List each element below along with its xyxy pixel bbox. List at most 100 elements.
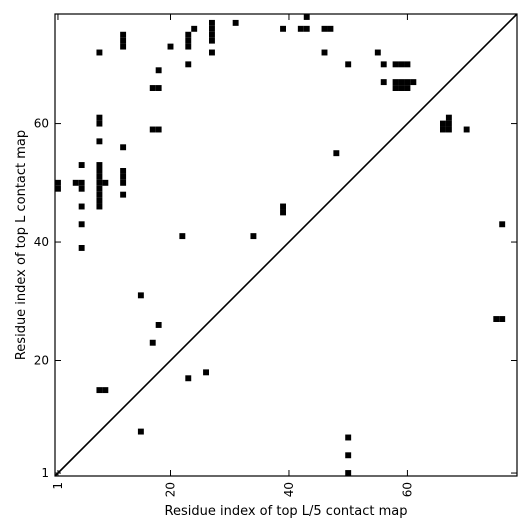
contact-cell-upper [410, 79, 417, 86]
contact-cell-upper [232, 19, 239, 26]
contact-cell-upper [96, 173, 103, 180]
contact-cell-upper [96, 191, 103, 198]
contact-cell-upper [280, 203, 286, 210]
contact-cell-upper [96, 138, 103, 145]
contact-cell-upper [209, 37, 215, 44]
contact-cell-upper [445, 114, 452, 121]
contact-cell-upper [96, 114, 103, 121]
contact-cell-upper [209, 25, 215, 32]
contact-cell-upper [392, 61, 399, 68]
contact-cell-upper [191, 25, 198, 32]
contact-cell-lower [345, 452, 352, 459]
contact-cell-lower [102, 387, 109, 394]
x-tick-label: 60 [400, 482, 414, 497]
y-axis-ticks: 1 20 40 60 [34, 117, 517, 480]
contact-cell-upper [78, 221, 85, 228]
lower-contact-cells [96, 292, 506, 476]
contact-cell-upper [374, 49, 381, 56]
contact-cell-lower [137, 292, 144, 299]
contact-cell-upper [280, 25, 286, 32]
contact-cell-upper [280, 209, 286, 216]
upper-contact-cells [55, 14, 506, 251]
contact-cell-upper [96, 203, 103, 210]
contact-cell-upper [209, 31, 215, 38]
contact-cell-upper [440, 126, 446, 133]
contact-cell-upper [120, 31, 127, 38]
x-tick-label: 20 [164, 482, 178, 497]
contact-cell-upper [72, 179, 79, 186]
contact-cell-upper [55, 185, 61, 192]
contact-cell-upper [185, 37, 192, 44]
contact-cell-upper [380, 79, 387, 86]
contact-cell-upper [96, 162, 103, 168]
contact-cell-upper [78, 203, 85, 210]
contact-cell-upper [102, 179, 109, 186]
contact-cell-upper [96, 120, 103, 127]
diagonal-line [54, 13, 518, 477]
contact-cell-lower [155, 322, 162, 328]
contact-cell-upper [333, 150, 340, 157]
contact-cell-upper [96, 49, 103, 56]
contact-cell-upper [392, 79, 399, 86]
contact-cell-upper [179, 233, 186, 240]
contact-cell-lower [345, 470, 352, 476]
plot-frame [54, 13, 518, 477]
contact-cell-upper [120, 168, 127, 174]
contact-cell-upper [149, 126, 156, 133]
contact-cell-upper [149, 85, 156, 91]
contact-cell-upper [327, 25, 334, 32]
contact-cell-upper [404, 85, 411, 91]
contact-cell-upper [120, 144, 127, 151]
contact-cell-upper [185, 31, 192, 38]
contact-cell-upper [96, 179, 103, 186]
y-tick-label: 60 [34, 117, 49, 131]
contact-cell-upper [96, 197, 103, 204]
y-tick-label: 20 [34, 354, 49, 368]
contact-cell-upper [345, 61, 352, 68]
contact-cell-upper [185, 61, 192, 68]
contact-cell-upper [167, 43, 174, 50]
contact-cell-upper [209, 19, 215, 26]
contact-cell-upper [96, 185, 103, 192]
x-axis-ticks: 1 20 40 60 [51, 14, 414, 497]
contact-cell-upper [120, 173, 127, 180]
contact-cell-upper [78, 179, 85, 186]
contact-cell-upper [303, 25, 310, 32]
contact-cell-upper [303, 14, 310, 20]
contact-cell-lower [203, 369, 209, 376]
contact-cell-upper [398, 61, 405, 68]
contact-cell-upper [297, 25, 304, 32]
contact-cell-upper [96, 168, 103, 174]
contact-cell-upper [404, 79, 411, 86]
contact-cell-upper [250, 233, 257, 240]
contact-cell-lower [493, 316, 500, 322]
contact-cell-lower [499, 316, 506, 322]
contact-cell-upper [321, 25, 328, 32]
contact-cell-upper [321, 49, 328, 56]
y-axis-label: Residue index of top L contact map [14, 130, 29, 360]
contact-cell-upper [499, 221, 506, 228]
y-tick-label: 1 [41, 466, 49, 480]
contact-cell-upper [55, 179, 61, 186]
contact-cell-upper [440, 120, 446, 127]
contact-cell-lower [137, 428, 144, 435]
x-axis-label: Residue index of top L/5 contact map [165, 504, 408, 519]
contact-cell-lower [185, 375, 192, 382]
contact-cell-upper [398, 85, 405, 91]
contact-cell-upper [120, 191, 127, 198]
contact-cell-upper [185, 43, 192, 50]
contact-cell-upper [120, 179, 127, 186]
contact-cell-upper [155, 67, 162, 74]
contact-cell-lower [149, 339, 156, 346]
contact-cell-upper [463, 126, 470, 133]
contact-cell-upper [398, 79, 405, 86]
contact-cell-upper [380, 61, 387, 68]
contact-cell-upper [155, 85, 162, 91]
contact-cell-upper [120, 37, 127, 44]
contact-cell-upper [120, 43, 127, 50]
y-tick-label: 40 [34, 235, 49, 249]
x-tick-label: 40 [282, 482, 296, 497]
contact-cell-lower [96, 387, 103, 394]
contact-cell-upper [78, 185, 85, 192]
